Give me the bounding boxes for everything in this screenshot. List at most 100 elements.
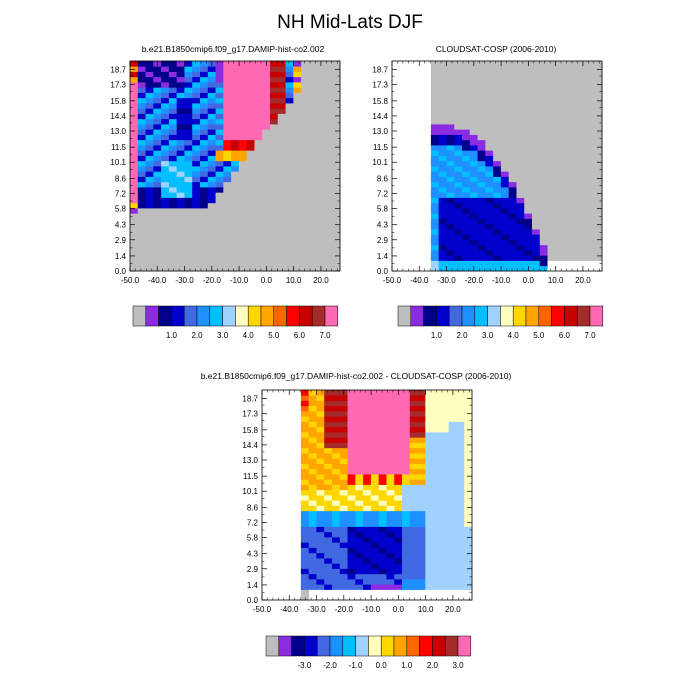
panel-diff-colorbar-swatch <box>457 635 472 657</box>
panel-model-cell <box>161 223 170 230</box>
panel-diff-cell <box>417 568 426 575</box>
panel-obs-cell <box>423 160 432 167</box>
panel-model-cell <box>184 265 193 272</box>
panel-diff-cell <box>347 453 356 459</box>
panel-obs-cell <box>516 108 525 114</box>
panel-model-cell <box>153 71 162 78</box>
panel-diff-cell <box>425 563 434 569</box>
panel-obs-cell <box>454 145 463 151</box>
panel-obs-cell <box>594 134 603 141</box>
panel-model-cell <box>293 139 302 146</box>
panel-model-cell <box>231 145 240 151</box>
panel-model-cell <box>137 239 146 246</box>
panel-model-cell <box>231 82 240 88</box>
panel-obs-cell <box>485 244 494 251</box>
panel-obs-cell <box>539 244 548 251</box>
panel-obs-cell <box>547 202 556 209</box>
panel-model-cell <box>316 129 325 135</box>
panel-obs-cell <box>469 223 478 230</box>
panel-obs-cell <box>539 187 548 193</box>
panel-model-cell <box>137 244 146 251</box>
panel-diff-cell <box>425 500 434 506</box>
panel-obs-cell <box>462 71 471 78</box>
panel-obs-cell <box>438 124 447 130</box>
panel-model-cell <box>238 97 248 104</box>
panel-obs-cell <box>415 129 424 135</box>
panel-obs-cell <box>508 118 517 125</box>
panel-model-cell <box>262 260 271 267</box>
panel-diff-cell <box>363 500 372 506</box>
panel-diff-cell <box>316 453 325 459</box>
panel-model-cell <box>277 97 286 104</box>
panel-obs-ytick-label: 17.3 <box>372 81 388 90</box>
panel-diff-cell <box>324 442 333 449</box>
panel-model-cell <box>176 197 185 204</box>
panel-diff-cell <box>440 437 450 443</box>
panel-model-cell <box>153 234 162 240</box>
panel-obs-cell <box>586 87 595 93</box>
panel-model-cell <box>293 108 302 114</box>
panel-obs-cell <box>392 134 401 141</box>
panel-obs-cell <box>500 166 510 172</box>
panel-obs-cell <box>555 76 564 83</box>
panel-obs-cell <box>516 234 525 240</box>
panel-model-cell <box>207 103 216 109</box>
panel-model-cell <box>332 260 341 267</box>
panel-obs-cell <box>423 265 432 272</box>
panel-obs-cell <box>524 218 533 225</box>
panel-diff-cell <box>378 390 387 396</box>
panel-obs-cell <box>524 71 533 78</box>
panel-model-cell <box>270 61 279 67</box>
panel-diff-cell <box>339 458 348 464</box>
panel-obs-cell <box>415 239 424 246</box>
panel-model-cell <box>184 139 193 146</box>
panel-diff-cell <box>332 432 341 438</box>
panel-obs-cell <box>500 197 510 204</box>
panel-diff-cell <box>324 453 333 459</box>
panel-model-cell <box>200 160 209 167</box>
panel-model-cell <box>161 66 170 72</box>
panel-model-cell <box>324 218 333 225</box>
panel-model-cell <box>200 171 209 177</box>
panel-diff-cell <box>394 447 403 454</box>
panel-obs-cell <box>462 265 471 272</box>
panel-model-cell <box>207 129 216 135</box>
panel-model-cell <box>223 150 232 156</box>
panel-model-cell <box>130 76 139 83</box>
panel-model-cell <box>161 166 170 172</box>
panel-diff-cell <box>355 552 364 559</box>
panel-diff-cell <box>464 563 473 569</box>
panel-model-cell <box>332 124 341 130</box>
panel-diff-cell <box>347 542 356 548</box>
panel-obs-cell <box>563 87 572 93</box>
panel-obs-frame <box>391 60 603 272</box>
panel-obs-cell <box>438 113 447 120</box>
panel-diff-cell <box>409 531 418 538</box>
panel-model-cell <box>130 255 139 261</box>
panel-diff-cell <box>440 453 450 459</box>
panel-model-cell <box>301 145 310 151</box>
panel-obs-cell <box>524 229 533 235</box>
panel-obs-cell <box>570 76 580 83</box>
panel-model-cell <box>285 124 294 130</box>
panel-diff-xtick-label: -30.0 <box>307 605 326 614</box>
panel-diff-cell <box>308 442 317 449</box>
panel-obs-cell <box>493 124 502 130</box>
panel-diff-cell <box>332 573 341 580</box>
panel-diff-cell <box>347 516 356 522</box>
panel-diff-cell <box>425 400 434 407</box>
panel-obs-cell <box>586 103 595 109</box>
panel-model-cell <box>184 71 193 78</box>
panel-diff-cell <box>339 552 348 559</box>
panel-diff-cell <box>417 500 426 506</box>
panel-obs-cell <box>524 213 533 219</box>
panel-obs-cell <box>469 113 478 120</box>
panel-obs-cell <box>477 92 486 99</box>
panel-obs-colorbar-swatch <box>576 305 591 327</box>
panel-obs-cell <box>485 82 494 88</box>
panel-obs-cell <box>438 213 447 219</box>
panel-model-cell <box>207 192 216 198</box>
panel-obs-cell <box>446 160 455 167</box>
panel-obs-cell <box>578 187 587 193</box>
panel-diff-cell <box>394 489 403 496</box>
